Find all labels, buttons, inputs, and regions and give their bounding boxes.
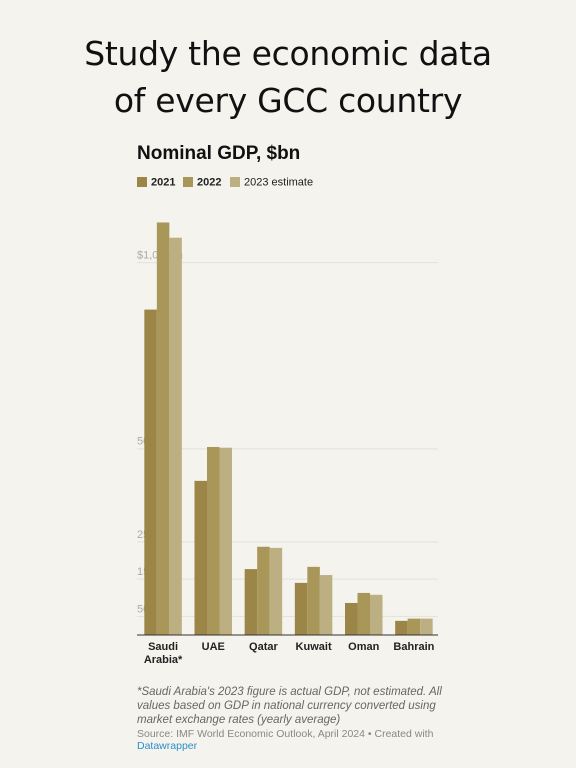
legend-swatch (183, 177, 193, 187)
bar (420, 618, 433, 635)
bar (194, 480, 207, 635)
credit-link[interactable]: Datawrapper (137, 740, 198, 752)
bar (269, 547, 283, 635)
legend-label: 2022 (197, 176, 221, 188)
x-tick-label: Saudi Arabia* (143, 641, 183, 666)
legend-swatch (137, 177, 147, 187)
bar (307, 566, 320, 635)
headline: of every GCC country (113, 81, 463, 120)
bar (207, 446, 220, 635)
bar (244, 569, 258, 635)
source-text: Source: IMF World Economic Outlook, Apri… (137, 728, 434, 740)
header: Study the economic data of every GCC cou… (0, 30, 576, 124)
bar (219, 447, 232, 635)
x-tick-label: Oman (348, 641, 380, 653)
bar (395, 620, 408, 635)
headline: Study the economic data (84, 34, 492, 73)
bar (407, 618, 421, 635)
chart-title: Nominal GDP, $bn (137, 143, 301, 164)
source: Source: IMF World Economic Outlook, Apri… (137, 728, 437, 752)
bar (370, 594, 383, 635)
x-tick-label: Kuwait (295, 641, 332, 653)
legend-label: 2023 estimate (244, 176, 313, 188)
bar (345, 602, 358, 635)
bar (144, 309, 157, 635)
footnote: *Saudi Arabia's 2023 figure is actual GD… (137, 686, 442, 726)
bar (357, 592, 370, 635)
legend-label: 2021 (151, 176, 175, 188)
bar (169, 237, 182, 635)
bar (319, 575, 333, 635)
bar (156, 222, 170, 636)
x-tick-label: UAE (201, 641, 225, 653)
bar (294, 582, 308, 635)
x-tick-label: Qatar (249, 641, 278, 653)
bar (257, 546, 270, 635)
legend-swatch (230, 177, 240, 187)
x-tick-label: Bahrain (393, 641, 435, 653)
